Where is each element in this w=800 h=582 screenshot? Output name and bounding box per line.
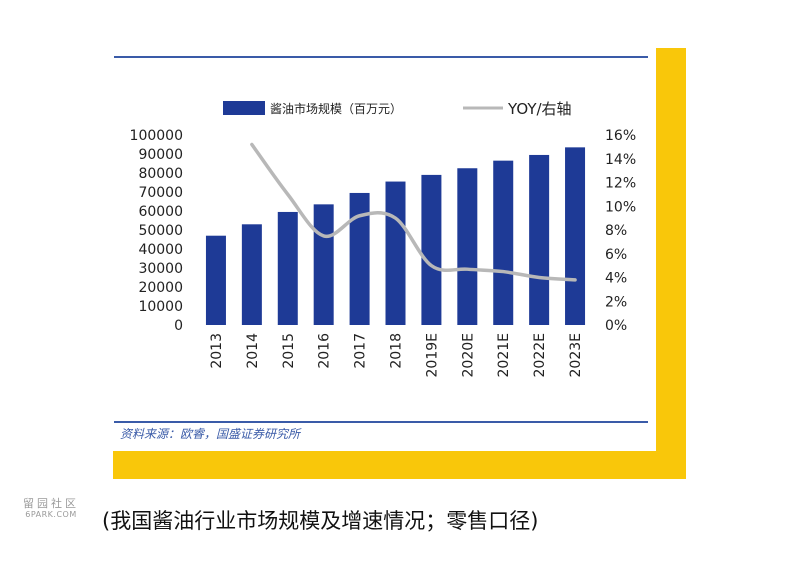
bar: [457, 168, 478, 325]
y-left-tick-label: 100000: [130, 128, 183, 144]
x-tick-label: 2019E: [424, 333, 440, 377]
x-tick-label: 2014: [245, 333, 261, 369]
y-left-tick-label: 50000: [138, 223, 183, 239]
y-left-tick-label: 70000: [138, 185, 183, 201]
x-tick-label: 2021E: [496, 333, 512, 377]
top-rule: [114, 56, 648, 58]
legend-bar-swatch: [223, 101, 265, 115]
y-right-tick-label: 10%: [605, 199, 636, 215]
bar: [493, 160, 514, 325]
bar: [241, 224, 262, 325]
chart-card: [108, 42, 656, 451]
watermark-logo: 留园社区 6PARK.COM: [11, 497, 91, 520]
y-right-tick-label: 8%: [605, 223, 627, 239]
y-left-tick-label: 90000: [138, 147, 183, 163]
source-note: 资料来源：欧睿，国盛证券研究所: [120, 427, 301, 441]
bar: [277, 211, 298, 325]
x-tick-label: 2016: [317, 333, 333, 369]
legend-line-label: YOY/右轴: [507, 100, 572, 118]
y-right-tick-label: 2%: [605, 294, 627, 310]
y-left-tick-label: 80000: [138, 166, 183, 182]
x-tick-label: 2023E: [568, 333, 584, 377]
bar: [205, 235, 226, 325]
y-left-tick-label: 20000: [138, 280, 183, 296]
bar: [421, 174, 442, 325]
x-tick-label: 2018: [389, 333, 405, 369]
legend-bar-label: 酱油市场规模（百万元）: [270, 101, 402, 116]
y-left-tick-label: 40000: [138, 242, 183, 258]
bar: [349, 192, 370, 325]
bar: [385, 181, 406, 325]
yoy-line: [250, 142, 577, 282]
bottom-rule: [114, 421, 648, 423]
watermark-line1: 留园社区: [23, 497, 79, 510]
bar: [565, 147, 586, 325]
y-left-tick-label: 30000: [138, 261, 183, 277]
x-tick-label: 2020E: [460, 333, 476, 377]
y-right-tick-label: 0%: [605, 318, 627, 334]
x-tick-label: 2017: [353, 333, 369, 369]
x-tick-label: 2022E: [532, 333, 548, 377]
y-right-tick-label: 12%: [605, 176, 636, 192]
y-left-tick-label: 10000: [138, 299, 183, 315]
figure-caption: (我国酱油行业市场规模及增速情况；零售口径): [102, 509, 539, 533]
y-right-tick-label: 16%: [605, 128, 636, 144]
y-right-tick-label: 6%: [605, 247, 627, 263]
y-left-tick-label: 60000: [138, 204, 183, 220]
watermark-line2: 6PARK.COM: [25, 510, 77, 520]
x-tick-label: 2015: [281, 333, 297, 369]
y-right-tick-label: 4%: [605, 271, 627, 287]
x-tick-label: 2013: [209, 333, 225, 369]
bar: [529, 154, 550, 325]
y-left-tick-label: 0: [174, 318, 183, 334]
y-right-tick-label: 14%: [605, 152, 636, 168]
bar: [313, 204, 334, 325]
